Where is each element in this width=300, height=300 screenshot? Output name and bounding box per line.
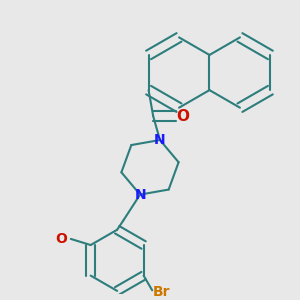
Text: O: O <box>176 109 189 124</box>
Text: O: O <box>55 232 67 246</box>
Text: Br: Br <box>153 285 170 299</box>
Text: N: N <box>134 188 146 202</box>
Text: N: N <box>154 133 166 147</box>
